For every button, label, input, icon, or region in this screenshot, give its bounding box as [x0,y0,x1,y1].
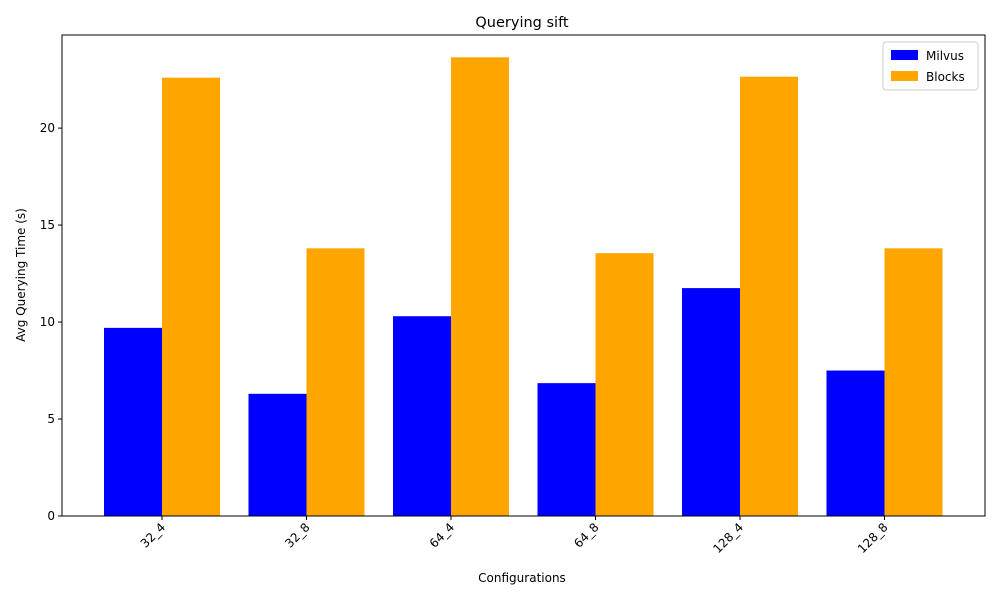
y-tick-label: 15 [40,218,55,232]
bar-blocks-64_8 [595,253,654,517]
bars-group [104,57,943,517]
bar-milvus-128_4 [682,288,740,516]
bar-milvus-32_8 [248,393,307,516]
chart-title: Querying sift [475,15,569,31]
y-axis-label: Avg Querying Time (s) [14,208,28,342]
bar-blocks-32_8 [306,248,365,516]
y-tick-label: 20 [40,121,55,135]
legend-swatch-milvus [891,50,918,60]
bar-milvus-128_8 [826,370,885,516]
legend-label-milvus: Milvus [926,49,964,63]
legend-label-blocks: Blocks [926,70,965,84]
bar-blocks-128_4 [740,76,798,517]
legend: Milvus Blocks [882,41,979,91]
bar-blocks-64_4 [451,57,509,516]
legend-swatch-blocks [891,71,918,81]
y-axis: 0 5 10 15 20 [40,121,62,523]
x-axis-label: Configurations [478,571,566,585]
y-tick-label: 10 [40,315,55,329]
bar-milvus-32_4 [104,327,162,516]
bar-milvus-64_8 [537,383,596,516]
plot-frame [61,34,986,517]
bar-blocks-32_4 [162,77,220,516]
y-tick-label: 0 [47,509,55,523]
y-tick-label: 5 [47,412,55,426]
bar-milvus-64_4 [393,316,451,516]
bar-blocks-128_8 [884,248,943,516]
